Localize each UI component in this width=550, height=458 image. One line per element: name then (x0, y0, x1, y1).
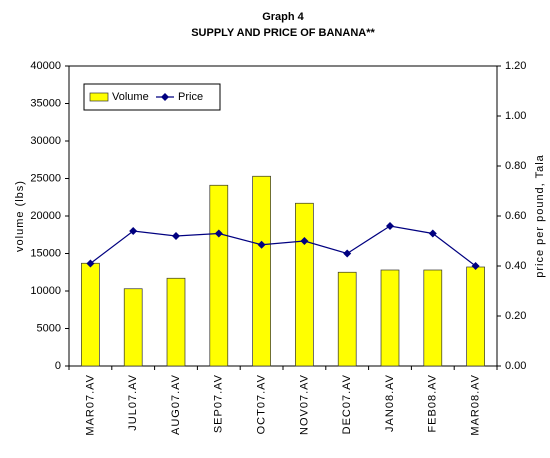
y-tick-label: 0 (55, 360, 61, 372)
bar (209, 184, 229, 367)
y2-tick-label: 1.20 (505, 60, 526, 72)
legend-label: Price (178, 91, 203, 103)
bar (423, 269, 443, 367)
price-marker (300, 237, 309, 245)
y-tick-label: 20000 (30, 210, 61, 222)
x-tick-label: OCT07.AV (256, 374, 268, 434)
bar (166, 277, 186, 367)
y-tick-label: 15000 (30, 247, 61, 259)
x-tick-label: SEP07.AV (213, 374, 225, 433)
bar (295, 202, 314, 367)
chart-title: Graph 4 (262, 11, 304, 23)
x-tick-label: DEC07.AV (341, 374, 353, 434)
legend-marker (161, 93, 169, 101)
y-tick-label: 5000 (37, 322, 61, 334)
y2-tick-label: 0.20 (505, 310, 526, 322)
price-marker (257, 240, 266, 249)
bar (466, 266, 485, 367)
price-marker (86, 259, 95, 268)
y2-tick-label: 0.80 (505, 160, 526, 172)
y2-tick-label: 1.00 (505, 110, 526, 122)
y-tick-label: 40000 (30, 60, 61, 72)
y2-tick-label: 0.00 (505, 360, 526, 372)
legend-swatch (89, 92, 109, 102)
bar (337, 271, 357, 367)
y2-tick-label: 0.60 (505, 210, 526, 222)
price-marker (172, 232, 180, 240)
x-tick-label: FEB08.AV (427, 374, 439, 433)
x-tick-label: MAR07.AV (84, 374, 96, 436)
bar (81, 262, 100, 367)
y-tick-label: 30000 (30, 135, 61, 147)
y2-tick-label: 0.40 (505, 260, 526, 272)
x-tick-label: AUG07.AV (170, 374, 182, 435)
y-tick-label: 25000 (30, 172, 61, 184)
chart-subtitle: SUPPLY AND PRICE OF BANANA** (191, 27, 375, 39)
price-marker (343, 249, 352, 258)
bar (380, 269, 400, 367)
y-tick-label: 10000 (30, 285, 61, 297)
y-tick-label: 35000 (30, 97, 61, 109)
x-tick-label: NOV07.AV (298, 374, 310, 435)
price-marker (428, 229, 437, 238)
price-marker (214, 229, 223, 238)
price-marker (386, 222, 394, 230)
y-axis-label: volume (lbs) (14, 180, 26, 252)
y2-axis-label: price per pound, Tala (534, 154, 546, 278)
price-marker (129, 227, 138, 235)
bar (252, 175, 271, 367)
x-tick-label: JAN08.AV (384, 374, 396, 432)
x-tick-label: JUL07.AV (127, 374, 139, 431)
price-line (90, 225, 476, 267)
x-tick-label: MAR08.AV (470, 374, 482, 436)
legend-label: Volume (112, 91, 149, 103)
bar (123, 288, 143, 367)
price-marker (471, 262, 480, 270)
